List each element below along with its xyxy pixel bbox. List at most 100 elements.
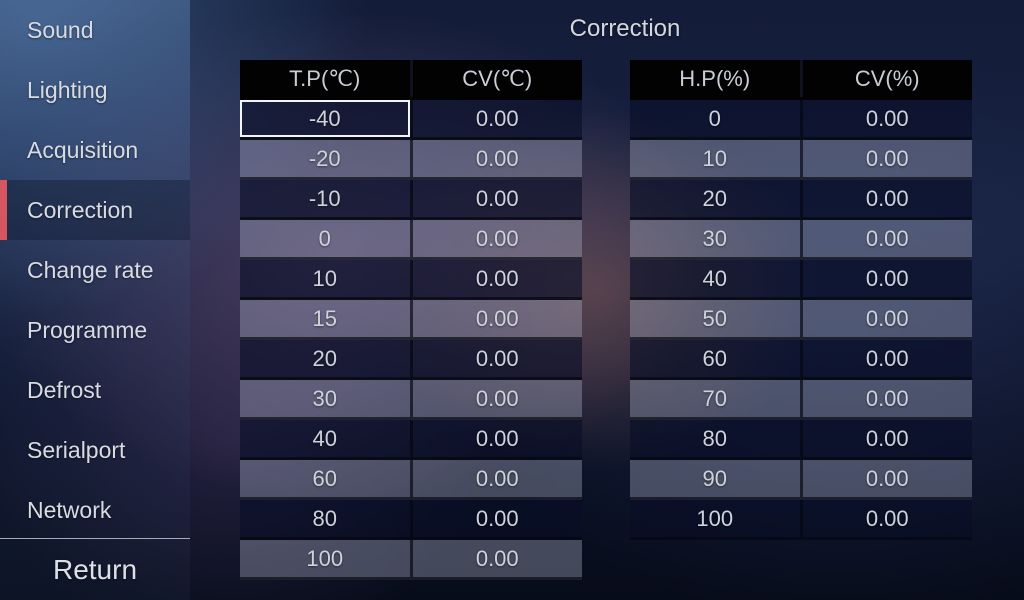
correction-value-cell[interactable]: 0.00 [799,140,973,177]
correction-value-cell[interactable]: 0.00 [799,100,973,137]
correction-value-cell[interactable]: 0.00 [799,500,973,537]
sidebar-item-serialport[interactable]: Serialport [0,420,190,480]
return-button-label: Return [52,553,138,585]
table-row: 70 0.00 [630,380,972,420]
sidebar-item-label: Lighting [27,76,108,103]
correction-value-cell[interactable]: 0.00 [409,500,583,537]
table-row: 60 0.00 [630,340,972,380]
setpoint-cell[interactable]: 40 [702,265,727,291]
sidebar-item-label: Network [27,496,112,523]
sidebar-item-label: Defrost [27,376,102,403]
setpoint-cell[interactable]: 10 [312,265,337,291]
column-header-tp: T.P(℃) [289,65,361,91]
table-row: 40 0.00 [630,260,972,300]
setpoint-cell[interactable]: 30 [312,385,337,411]
correction-value-cell[interactable]: 0.00 [409,540,583,577]
page-title: Correction [569,15,681,42]
sidebar-item-lighting[interactable]: Lighting [0,60,190,120]
setpoint-cell[interactable]: 30 [702,225,727,251]
correction-value-cell[interactable]: 0.00 [409,180,583,217]
table-row: 30 0.00 [240,380,582,420]
correction-value-cell[interactable]: 0.00 [409,380,583,417]
sidebar-item-list: Sound Lighting Acquisition Correction Ch… [0,0,190,540]
table-row: 10 0.00 [630,140,972,180]
correction-value-cell[interactable]: 0.00 [799,180,973,217]
setpoint-cell[interactable]: 20 [312,345,337,371]
column-header-hp: H.P(%) [679,65,751,91]
correction-value-cell[interactable]: 0.00 [409,140,583,177]
setpoint-cell[interactable]: 10 [702,145,727,171]
temperature-correction-table: T.P(℃) CV(℃) -40 0.00 -20 0.00 -10 0.00 [240,60,582,580]
table-row: 80 0.00 [240,500,582,540]
correction-value-cell[interactable]: 0.00 [799,460,973,497]
setpoint-cell[interactable]: 0 [318,225,331,251]
correction-value-cell[interactable]: 0.00 [799,420,973,457]
return-button[interactable]: Return [0,538,190,600]
setpoint-cell[interactable]: -20 [308,145,341,171]
setpoint-cell[interactable]: 20 [702,185,727,211]
correction-value-cell[interactable]: 0.00 [409,260,583,297]
setpoint-cell[interactable]: 70 [702,385,727,411]
correction-value-cell[interactable]: 0.00 [409,300,583,337]
setpoint-cell[interactable]: 40 [312,425,337,451]
table-row: 100 0.00 [240,540,582,580]
table-row: 50 0.00 [630,300,972,340]
setpoint-cell[interactable]: 100 [696,505,734,531]
sidebar-menu: Sound Lighting Acquisition Correction Ch… [0,0,190,600]
table-body: -40 0.00 -20 0.00 -10 0.00 0 0.00 [240,100,582,580]
sidebar-item-label: Acquisition [27,136,139,163]
table-row: 40 0.00 [240,420,582,460]
sidebar-item-label: Programme [27,316,148,343]
correction-value-cell[interactable]: 0.00 [409,340,583,377]
table-header-row: H.P(%) CV(%) [630,60,972,100]
table-row: 0 0.00 [630,100,972,140]
correction-value-cell[interactable]: 0.00 [409,420,583,457]
setpoint-cell[interactable]: 0 [708,105,721,131]
correction-value-cell[interactable]: 0.00 [799,220,973,257]
table-row: -20 0.00 [240,140,582,180]
table-row: 60 0.00 [240,460,582,500]
sidebar-item-change-rate[interactable]: Change rate [0,240,190,300]
table-row: 90 0.00 [630,460,972,500]
table-row: 100 0.00 [630,500,972,540]
setpoint-cell[interactable]: 100 [306,545,344,571]
column-header-cv: CV(%) [799,60,973,97]
humidity-correction-table: H.P(%) CV(%) 0 0.00 10 0.00 20 0.00 [630,60,972,540]
table-row: -10 0.00 [240,180,582,220]
correction-value-cell[interactable]: 0.00 [799,380,973,417]
correction-value-cell[interactable]: 0.00 [409,220,583,257]
correction-value-cell[interactable]: 0.00 [799,300,973,337]
setpoint-cell[interactable]: 80 [702,425,727,451]
setpoint-cell[interactable]: -40 [240,100,410,137]
table-body: 0 0.00 10 0.00 20 0.00 30 0.00 [630,100,972,540]
setpoint-cell[interactable]: 50 [702,305,727,331]
setpoint-cell[interactable]: 15 [312,305,337,331]
setpoint-cell[interactable]: 90 [702,465,727,491]
correction-value-cell[interactable]: 0.00 [799,340,973,377]
setpoint-cell[interactable]: 60 [312,465,337,491]
table-row: 20 0.00 [630,180,972,220]
correction-value-cell[interactable]: 0.00 [409,460,583,497]
table-row: 0 0.00 [240,220,582,260]
setpoint-cell[interactable]: 80 [312,505,337,531]
table-header-row: T.P(℃) CV(℃) [240,60,582,100]
sidebar-item-sound[interactable]: Sound [0,0,190,60]
setpoint-cell[interactable]: 60 [702,345,727,371]
table-row: 80 0.00 [630,420,972,460]
sidebar-item-programme[interactable]: Programme [0,300,190,360]
setpoint-cell[interactable]: -10 [308,185,341,211]
sidebar-item-label: Sound [27,16,94,43]
sidebar-item-acquisition[interactable]: Acquisition [0,120,190,180]
sidebar-item-network[interactable]: Network [0,480,190,540]
correction-value-cell[interactable]: 0.00 [409,100,583,137]
sidebar-item-label: Correction [27,196,134,223]
table-row: -40 0.00 [240,100,582,140]
correction-value-cell[interactable]: 0.00 [799,260,973,297]
sidebar-item-correction[interactable]: Correction [0,180,190,240]
sidebar-item-defrost[interactable]: Defrost [0,360,190,420]
column-header-cv: CV(℃) [409,60,583,97]
table-row: 20 0.00 [240,340,582,380]
table-row: 15 0.00 [240,300,582,340]
sidebar-item-label: Change rate [27,256,154,283]
